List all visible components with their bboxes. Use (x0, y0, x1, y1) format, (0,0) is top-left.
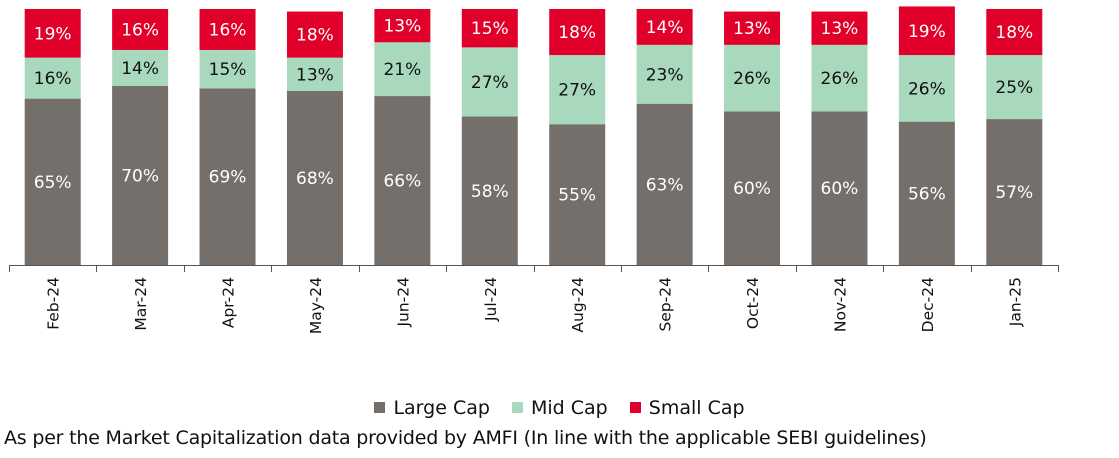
x-tick-label: Dec-24 (919, 277, 937, 332)
x-tick-label: Oct-24 (744, 277, 762, 329)
x-tick-label: Jul-24 (482, 277, 500, 322)
data-label-mid-cap: 21% (383, 60, 421, 80)
bar-mid-cap (112, 49, 169, 86)
bar-mid-cap (811, 44, 868, 112)
legend-label-large-cap: Large Cap (393, 397, 490, 419)
data-label-large-cap: 58% (471, 182, 509, 202)
bar-small-cap (112, 9, 169, 50)
bar-large-cap (461, 116, 518, 266)
x-tick-label: Sep-24 (657, 277, 675, 332)
data-label-small-cap: 15% (471, 19, 509, 39)
bar-large-cap (636, 103, 693, 265)
legend-swatch-mid-cap (511, 402, 523, 413)
data-label-mid-cap: 26% (733, 69, 771, 89)
legend-item-large-cap: Large Cap (374, 397, 490, 419)
data-label-mid-cap: 27% (471, 73, 509, 93)
x-tick-label: Apr-24 (220, 277, 238, 328)
data-label-small-cap: 14% (646, 18, 684, 38)
data-label-large-cap: 60% (733, 179, 771, 199)
legend-label-small-cap: Small Cap (648, 397, 745, 419)
bar-mid-cap (461, 47, 518, 117)
bar-small-cap (286, 11, 343, 58)
bar-mid-cap (549, 55, 606, 125)
data-label-mid-cap: 25% (995, 78, 1033, 98)
stacked-bar-chart: 65% 16% 19% 70% 14% 16% 69% 15% 16% 68% 13% 18% 66% 2… (9, 6, 1059, 334)
bar-mid-cap (986, 55, 1043, 120)
data-label-mid-cap: 14% (121, 59, 159, 79)
data-label-large-cap: 60% (821, 179, 859, 199)
data-label-small-cap: 18% (995, 23, 1033, 43)
footnote: As per the Market Capitalization data pr… (4, 427, 927, 449)
data-label-large-cap: 65% (34, 173, 72, 193)
bar-small-cap (199, 9, 256, 50)
data-label-large-cap: 70% (121, 166, 159, 186)
data-label-mid-cap: 26% (908, 79, 946, 99)
bar-small-cap (636, 9, 693, 45)
bar-large-cap (199, 88, 256, 265)
data-label-large-cap: 63% (646, 175, 684, 195)
data-label-mid-cap: 27% (558, 81, 596, 101)
data-label-large-cap: 56% (908, 184, 946, 204)
x-tick-label: Aug-24 (569, 277, 587, 333)
bar-small-cap (986, 9, 1043, 56)
bar-large-cap (24, 98, 81, 265)
x-tick-label: Jun-24 (394, 277, 412, 328)
legend-label-mid-cap: Mid Cap (530, 397, 608, 419)
x-tick-label: Feb-24 (45, 277, 63, 330)
legend-swatch-small-cap (629, 402, 641, 413)
x-tick-label: Nov-24 (831, 277, 849, 332)
x-tick-label: Mar-24 (132, 277, 150, 331)
bar-large-cap (986, 119, 1043, 265)
data-label-mid-cap: 13% (296, 65, 334, 85)
bar-large-cap (898, 121, 955, 265)
bar-small-cap (549, 9, 606, 56)
data-label-small-cap: 13% (733, 19, 771, 39)
bar-mid-cap (199, 49, 256, 89)
bar-mid-cap (724, 44, 781, 112)
bar-small-cap (898, 6, 955, 56)
data-label-small-cap: 18% (558, 23, 596, 43)
bar-mid-cap (636, 44, 693, 104)
data-label-mid-cap: 15% (209, 60, 247, 80)
data-label-large-cap: 55% (558, 186, 596, 206)
x-tick-label: May-24 (307, 277, 325, 334)
legend-swatch-large-cap (374, 402, 386, 413)
data-label-large-cap: 57% (995, 183, 1033, 203)
data-label-small-cap: 18% (296, 26, 334, 46)
data-label-small-cap: 16% (121, 20, 159, 40)
bar-mid-cap (374, 42, 431, 97)
bar-mid-cap (24, 57, 81, 99)
legend-item-small-cap: Small Cap (629, 397, 745, 419)
bar-small-cap (374, 9, 431, 43)
data-label-small-cap: 13% (821, 19, 859, 39)
bar-large-cap (112, 85, 169, 265)
data-label-small-cap: 19% (908, 22, 946, 42)
legend-item-mid-cap: Mid Cap (511, 397, 608, 419)
bar-large-cap (724, 111, 781, 266)
data-label-small-cap: 16% (209, 20, 247, 40)
data-label-small-cap: 13% (383, 17, 421, 37)
bar-small-cap (811, 11, 868, 45)
data-label-mid-cap: 23% (646, 65, 684, 85)
bar-small-cap (461, 9, 518, 48)
data-label-large-cap: 66% (383, 172, 421, 192)
data-label-small-cap: 19% (34, 24, 72, 44)
chart-legend: Large Cap Mid Cap Small Cap (0, 397, 1119, 419)
bar-mid-cap (286, 57, 343, 91)
data-label-large-cap: 69% (209, 168, 247, 188)
data-label-mid-cap: 16% (34, 69, 72, 89)
x-tick-label: Jan-25 (1006, 277, 1024, 327)
bar-small-cap (24, 9, 81, 58)
data-label-mid-cap: 26% (821, 69, 859, 89)
bar-large-cap (811, 111, 868, 266)
bar-small-cap (724, 11, 781, 45)
bar-large-cap (286, 90, 343, 265)
data-label-large-cap: 68% (296, 169, 334, 189)
bar-large-cap (549, 124, 606, 265)
bar-large-cap (374, 96, 431, 265)
bar-mid-cap (898, 55, 955, 122)
